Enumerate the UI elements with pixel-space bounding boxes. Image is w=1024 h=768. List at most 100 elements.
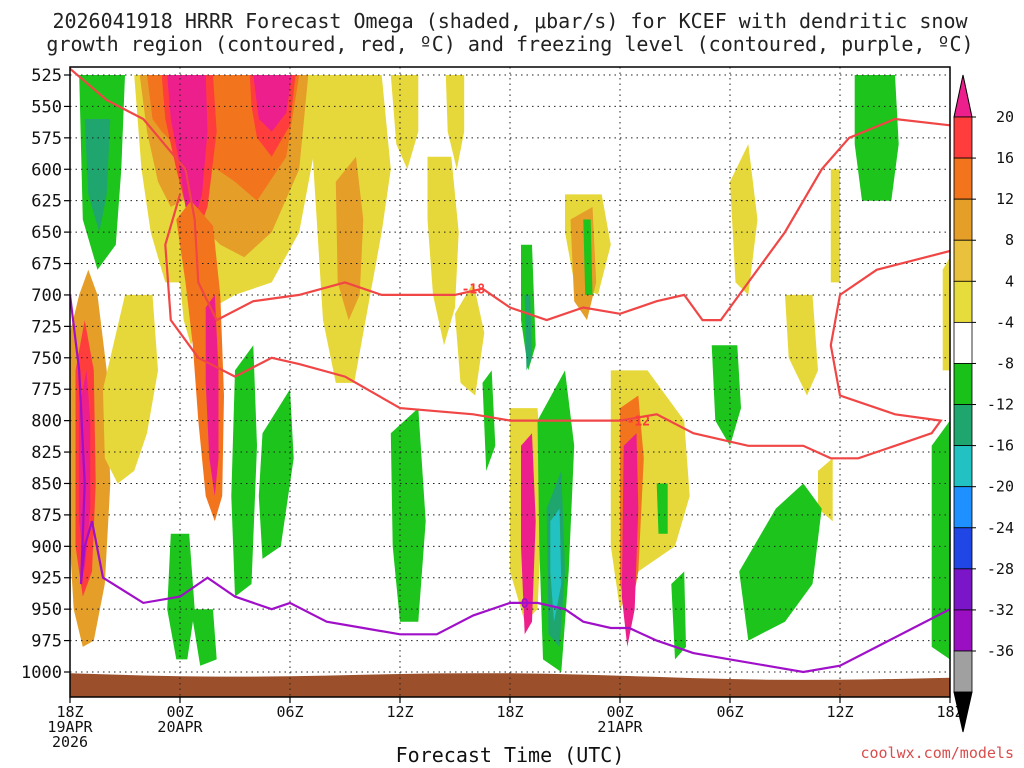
colorbar-swatch-11 — [953, 568, 973, 611]
colorbar-label-12: -32 — [987, 601, 1014, 619]
x-tick-label-24-0: 18Z — [496, 703, 523, 721]
colorbar-label-3: 8 — [1005, 231, 1014, 249]
y-tick-label-950: 950 — [31, 600, 62, 620]
chart-title-line2: growth region (contoured, red, ºC) and f… — [46, 32, 973, 56]
x-tick-label-42-0: 12Z — [826, 703, 853, 721]
colorbar-swatch-5 — [953, 321, 973, 364]
omega-region-23 — [621, 433, 639, 647]
x-axis-label: Forecast Time (UTC) — [396, 743, 625, 767]
y-tick-label-850: 850 — [31, 474, 62, 494]
grid — [70, 67, 950, 697]
omega-region-47 — [854, 75, 899, 201]
colorbar-label-11: -28 — [987, 560, 1014, 578]
omega-region-18 — [455, 282, 485, 396]
contours: -18 -12 0 — [70, 67, 950, 674]
omega-region-17 — [427, 156, 459, 346]
y-tick-label-875: 875 — [31, 506, 62, 526]
colorbar-swatch-3 — [953, 239, 973, 282]
omega-region-12 — [205, 294, 219, 496]
colorbar-label-5: -4 — [996, 313, 1014, 331]
dgz-contour--18 — [70, 67, 950, 322]
colorbar-swatch-9 — [953, 486, 973, 529]
colorbar-swatch-8 — [953, 445, 973, 488]
y-tick-label-550: 550 — [31, 97, 62, 117]
y-tick-label-750: 750 — [31, 349, 62, 369]
omega-region-10 — [253, 75, 292, 132]
x-tick-label-30-0: 00Z — [606, 703, 633, 721]
colorbar-swatch-6 — [953, 363, 973, 405]
x-tick-label-12-0: 06Z — [276, 703, 303, 721]
x-tick-label-0-0: 18Z — [56, 703, 83, 721]
omega-region-34 — [191, 609, 217, 666]
freezing-level-label: 0 — [521, 597, 529, 612]
omega-region-29 — [942, 257, 950, 371]
omega-region-49 — [671, 571, 686, 660]
ground-fill — [70, 673, 950, 697]
omega-region-32 — [84, 119, 111, 233]
x-tick-label-48-0: 18Z — [936, 703, 963, 721]
y-tick-label-600: 600 — [31, 160, 62, 180]
colorbar-label-13: -36 — [987, 642, 1014, 660]
y-tick-label-975: 975 — [31, 632, 62, 652]
colorbar-swatch-13 — [953, 650, 973, 693]
colorbar-label-7: -12 — [987, 396, 1014, 414]
x-tick-label-36-0: 06Z — [716, 703, 743, 721]
colorbar-bottom-arrow — [953, 691, 973, 733]
omega-region-44 — [656, 483, 668, 534]
y-tick-label-700: 700 — [31, 286, 62, 306]
omega-region-35 — [231, 345, 257, 597]
colorbar-label-6: -8 — [996, 354, 1014, 372]
x-tick-label-0-2: 2026 — [52, 733, 88, 751]
colorbar-swatch-7 — [953, 404, 973, 447]
colorbar: 20 16 12 8 4 -4 -8 -12 -16 -20 -24 -28 -32 -36 — [953, 74, 1014, 733]
terrain-ground — [70, 673, 950, 697]
omega-region-26 — [730, 144, 758, 295]
x-tick-label-6-1: 20APR — [157, 718, 203, 736]
x-tick-label-0-1: 19APR — [47, 718, 93, 736]
y-tick-label-900: 900 — [31, 537, 62, 557]
colorbar-swatch-12 — [953, 609, 973, 652]
y-tick-label-675: 675 — [31, 255, 62, 275]
x-tick-label-6-0: 00Z — [166, 703, 193, 721]
freezing-level-contour — [70, 294, 950, 674]
y-tick-label-775: 775 — [31, 380, 62, 400]
x-tick-label-30-1: 21APR — [597, 718, 643, 736]
omega-region-9 — [167, 75, 208, 220]
colorbar-label-2: 12 — [996, 190, 1014, 208]
colorbar-swatch-4 — [953, 280, 973, 323]
colorbar-label-1: 16 — [996, 149, 1014, 167]
plot-area: -18 -12 0 — [70, 67, 950, 697]
omega-region-50 — [583, 219, 593, 295]
x-tick-label-18-0: 12Z — [386, 703, 413, 721]
y-tick-label-525: 525 — [31, 66, 62, 86]
colorbar-swatch-1 — [953, 157, 973, 200]
dgz-contour-label--12: -12 — [627, 415, 650, 430]
omega-region-28 — [830, 169, 840, 283]
omega-region-16 — [445, 75, 465, 170]
dgz-contour--12 — [164, 194, 950, 460]
omega-region-15 — [390, 75, 419, 170]
y-tick-label-800: 800 — [31, 412, 62, 432]
y-tick-label-625: 625 — [31, 192, 62, 212]
omega-region-48 — [931, 420, 950, 660]
colorbar-swatch-2 — [953, 198, 973, 241]
y-tick-label-1000: 1000 — [21, 663, 62, 683]
colorbar-label-4: 4 — [1005, 272, 1014, 290]
credit-text: coolwx.com/models — [860, 744, 1014, 762]
y-tick-label-825: 825 — [31, 443, 62, 463]
dgz-contour-label--18: -18 — [462, 283, 486, 298]
colorbar-label-10: -24 — [987, 519, 1014, 537]
colorbar-swatch-10 — [953, 527, 973, 570]
omega-region-46 — [739, 483, 822, 641]
colorbar-label-8: -16 — [987, 437, 1014, 455]
omega-region-30 — [818, 458, 833, 522]
y-tick-label-650: 650 — [31, 223, 62, 243]
colorbar-label-9: -20 — [987, 478, 1014, 496]
omega-region-14 — [335, 156, 364, 321]
y-tick-label-925: 925 — [31, 569, 62, 589]
y-tick-label-725: 725 — [31, 317, 62, 337]
omega-region-41 — [550, 508, 562, 622]
colorbar-swatch-0 — [953, 116, 973, 159]
